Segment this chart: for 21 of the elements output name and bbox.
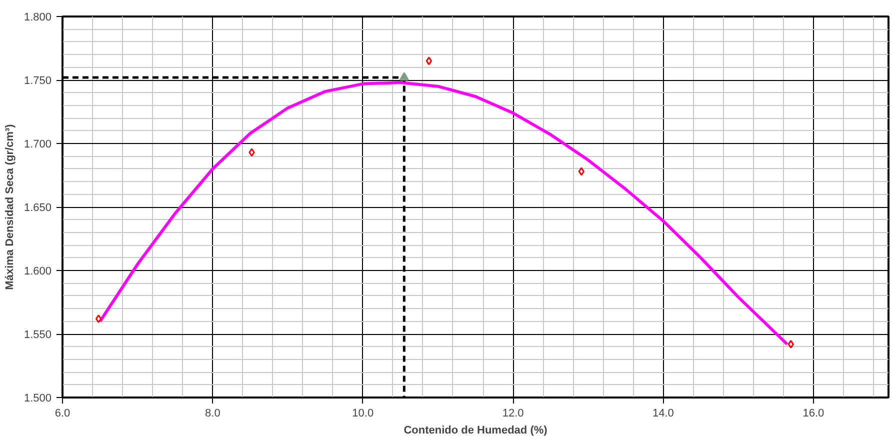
y-tick-label: 1.800 — [24, 12, 52, 24]
x-axis-title: Contenido de Humedad (%) — [404, 424, 548, 436]
point — [578, 167, 584, 176]
x-tick-label: 6.0 — [54, 408, 70, 420]
x-tick-label: 8.0 — [205, 408, 220, 420]
point — [788, 340, 794, 348]
x-tick-label: 10.0 — [352, 408, 374, 420]
y-tick-label: 1.600 — [24, 266, 52, 278]
x-tick-label: 12.0 — [502, 408, 524, 420]
y-tick-label: 1.750 — [24, 75, 52, 87]
x-tick-label: 16.0 — [802, 408, 824, 420]
point — [426, 56, 432, 66]
point — [248, 148, 255, 157]
y-axis-title: Máxima Densidad Seca (gr/cm³) — [4, 124, 16, 290]
y-tick-label: 1.550 — [24, 329, 52, 341]
point — [95, 314, 102, 324]
y-tick-label: 1.700 — [24, 138, 52, 150]
y-tick-label: 1.650 — [24, 202, 52, 214]
y-tick-label: 1.500 — [24, 392, 52, 404]
point — [399, 72, 409, 81]
x-tick-label: 14.0 — [652, 408, 674, 420]
